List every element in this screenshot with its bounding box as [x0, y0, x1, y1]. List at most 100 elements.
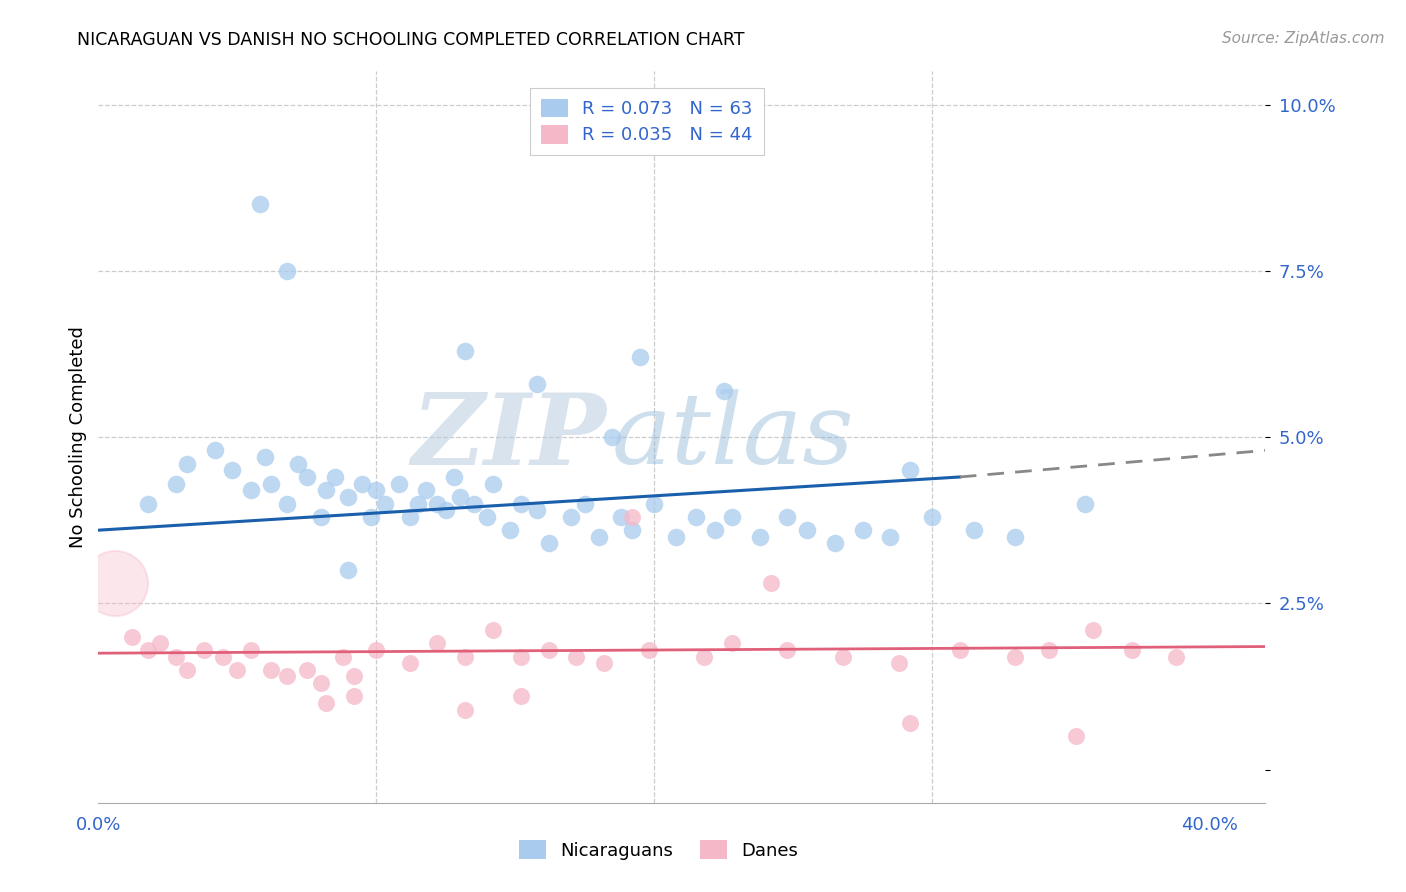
Point — [759, 576, 782, 591]
Point — [665, 530, 688, 544]
Point — [260, 476, 283, 491]
Text: atlas: atlas — [612, 390, 855, 484]
Point — [898, 716, 921, 731]
Point — [366, 483, 388, 498]
Point — [643, 497, 665, 511]
Point — [276, 669, 298, 683]
Point — [204, 443, 226, 458]
Point — [454, 703, 477, 717]
Point — [721, 636, 744, 650]
Point — [104, 576, 127, 591]
Y-axis label: No Schooling Completed: No Schooling Completed — [69, 326, 87, 548]
Point — [477, 509, 499, 524]
Point — [921, 509, 943, 524]
Point — [309, 676, 332, 690]
Point — [851, 523, 873, 537]
Point — [374, 497, 396, 511]
Point — [315, 483, 337, 498]
Point — [366, 643, 388, 657]
Point — [309, 509, 332, 524]
Point — [482, 623, 505, 637]
Point — [776, 509, 799, 524]
Point — [704, 523, 727, 537]
Point — [165, 649, 187, 664]
Point — [343, 669, 366, 683]
Point — [176, 457, 198, 471]
Point — [249, 197, 271, 211]
Point — [426, 497, 449, 511]
Point — [406, 497, 429, 511]
Point — [1166, 649, 1188, 664]
Point — [1004, 649, 1026, 664]
Point — [887, 656, 910, 670]
Point — [121, 630, 143, 644]
Point — [226, 663, 249, 677]
Point — [398, 509, 420, 524]
Point — [360, 509, 382, 524]
Legend: Nicaraguans, Danes: Nicaraguans, Danes — [512, 833, 806, 867]
Text: NICARAGUAN VS DANISH NO SCHOOLING COMPLETED CORRELATION CHART: NICARAGUAN VS DANISH NO SCHOOLING COMPLE… — [77, 31, 745, 49]
Point — [1081, 623, 1104, 637]
Point — [315, 696, 337, 710]
Point — [276, 264, 298, 278]
Point — [398, 656, 420, 670]
Point — [352, 476, 374, 491]
Point — [593, 656, 616, 670]
Point — [221, 463, 243, 477]
Point — [1066, 729, 1088, 743]
Point — [898, 463, 921, 477]
Point — [337, 490, 360, 504]
Point — [276, 497, 298, 511]
Point — [1074, 497, 1097, 511]
Point — [323, 470, 346, 484]
Point — [332, 649, 354, 664]
Point — [343, 690, 366, 704]
Point — [463, 497, 485, 511]
Point — [148, 636, 170, 650]
Point — [509, 649, 531, 664]
Point — [748, 530, 770, 544]
Point — [574, 497, 596, 511]
Point — [212, 649, 235, 664]
Text: ZIP: ZIP — [411, 389, 606, 485]
Point — [254, 450, 277, 464]
Point — [537, 536, 560, 550]
Point — [287, 457, 309, 471]
Point — [526, 376, 548, 391]
Point — [537, 643, 560, 657]
Point — [295, 470, 318, 484]
Point — [721, 509, 744, 524]
Point — [449, 490, 471, 504]
Point — [337, 563, 360, 577]
Point — [138, 497, 160, 511]
Point — [509, 497, 531, 511]
Point — [387, 476, 409, 491]
Point — [498, 523, 520, 537]
Point — [240, 483, 263, 498]
Point — [415, 483, 437, 498]
Point — [962, 523, 984, 537]
Point — [1004, 530, 1026, 544]
Point — [176, 663, 198, 677]
Point — [560, 509, 582, 524]
Point — [1121, 643, 1143, 657]
Point — [565, 649, 588, 664]
Point — [832, 649, 855, 664]
Point — [620, 523, 643, 537]
Point — [434, 503, 457, 517]
Point — [165, 476, 187, 491]
Point — [509, 690, 531, 704]
Point — [482, 476, 505, 491]
Point — [193, 643, 215, 657]
Point — [526, 503, 548, 517]
Point — [637, 643, 659, 657]
Point — [1038, 643, 1060, 657]
Point — [443, 470, 465, 484]
Point — [949, 643, 972, 657]
Point — [620, 509, 643, 524]
Point — [796, 523, 818, 537]
Point — [260, 663, 283, 677]
Point — [138, 643, 160, 657]
Point — [879, 530, 901, 544]
Point — [454, 343, 477, 358]
